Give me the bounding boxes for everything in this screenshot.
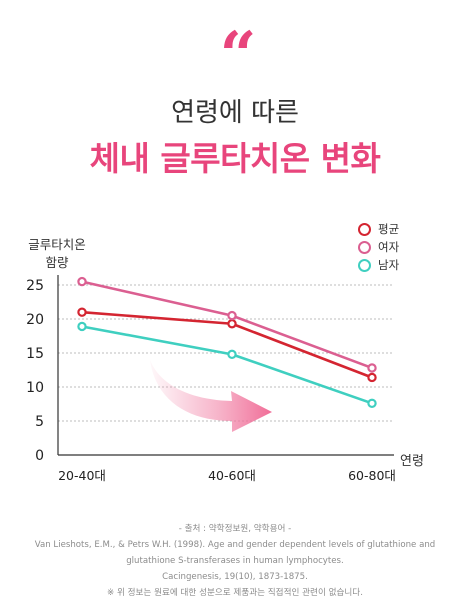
title-line-2: 체내 글루타치온 변화 [89, 139, 381, 178]
legend-item-male: 남자 [358, 256, 399, 274]
data-point-2-1 [227, 349, 237, 360]
source-footer: - 출처 : 약학정보원, 약학용어 - Van Lieshots, E.M.,… [0, 521, 470, 601]
data-point-1-1 [227, 310, 237, 321]
y-tick-label-5: 5 [35, 414, 44, 430]
footer-citation-line-1: Van Lieshots, E.M., & Petrs W.H. (1998).… [34, 540, 436, 550]
x-tick-label-0: 20-40대 [58, 468, 106, 483]
legend-label-male: 남자 [378, 258, 400, 272]
legend-marker-female [358, 240, 371, 254]
series-line-2 [81, 325, 373, 405]
data-point-0-0 [77, 307, 87, 317]
chart-legend: 평균 여자 남자 [358, 220, 399, 274]
y-tick-label-10: 10 [26, 380, 44, 396]
legend-label-average: 평균 [378, 222, 400, 236]
quote-mark: “ [219, 18, 257, 93]
legend-marker-male [358, 258, 371, 272]
y-tick-label-25: 25 [26, 278, 44, 294]
data-point-0-2 [367, 372, 377, 383]
data-point-0-1 [227, 319, 237, 329]
footer-citation-line-2: glutathione S-transferases in human lymp… [126, 556, 344, 566]
legend-item-female: 여자 [358, 238, 399, 256]
data-point-1-2 [367, 363, 377, 373]
title-line-1: 연령에 따른 [171, 98, 299, 128]
y-tick-label-0: 0 [35, 448, 44, 464]
x-tick-label-2: 60-80대 [348, 468, 396, 483]
data-point-1-0 [77, 276, 87, 287]
legend-item-average: 평균 [358, 220, 399, 238]
data-point-2-2 [367, 398, 377, 409]
legend-label-female: 여자 [378, 240, 400, 254]
y-axis-label-line-2: 함량 [45, 255, 69, 270]
x-axis-label: 연령 [400, 454, 424, 469]
footer-disclaimer: ※ 위 정보는 원료에 대한 성분으로 제품과는 직접적인 관련이 없습니다. [107, 588, 363, 598]
trend-arrow [150, 360, 272, 432]
x-tick-label-1: 40-60대 [208, 468, 256, 483]
footer-source-title: - 출처 : 약학정보원, 약학용어 - [178, 524, 292, 534]
y-tick-label-15: 15 [26, 346, 44, 362]
y-axis-label-line-1: 글루타치온 [28, 237, 86, 252]
series-line-0 [81, 310, 373, 379]
series-line-1 [81, 280, 373, 370]
legend-marker-average [358, 222, 371, 236]
footer-citation-line-3: Cacingenesis, 19(10), 1873-1875. [162, 572, 308, 582]
y-axis-label: 글루타치온 함량 [22, 236, 92, 272]
y-tick-label-20: 20 [26, 312, 44, 328]
data-point-2-0 [77, 321, 87, 332]
